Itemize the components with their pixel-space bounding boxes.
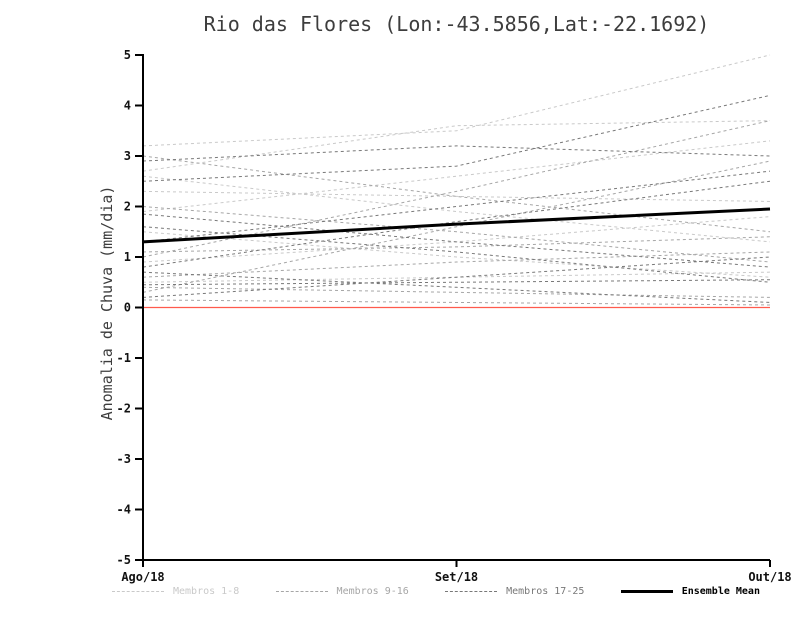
dashed-line-sample-icon (445, 591, 498, 592)
svg-text:-5: -5 (117, 553, 131, 567)
svg-text:-4: -4 (117, 503, 131, 517)
svg-text:2: 2 (124, 200, 131, 214)
svg-text:0: 0 (124, 301, 131, 315)
legend-item-membros-1-8: Membros 1-8 (112, 586, 239, 597)
svg-text:4: 4 (124, 99, 131, 113)
svg-text:-2: -2 (117, 402, 131, 416)
svg-text:5: 5 (124, 48, 131, 62)
svg-text:3: 3 (124, 149, 131, 163)
chart-title: Rio das Flores (Lon:-43.5856,Lat:-22.169… (203, 12, 710, 36)
svg-text:Set/18: Set/18 (435, 570, 478, 584)
legend-label-membros-9-16: Membros 9-16 (336, 586, 409, 597)
legend-item-membros-17-25: Membros 17-25 (445, 586, 584, 597)
svg-text:-1: -1 (117, 351, 131, 365)
svg-text:Out/18: Out/18 (748, 570, 791, 584)
legend-label-membros-1-8: Membros 1-8 (173, 586, 240, 597)
dashed-line-sample-icon (112, 591, 164, 592)
legend-item-ensemble-mean: Ensemble Mean (620, 586, 760, 597)
dashed-line-sample-icon (275, 591, 328, 592)
svg-text:1: 1 (124, 250, 131, 264)
legend-label-ensemble-mean: Ensemble Mean (681, 586, 760, 597)
chart-legend: Membros 1-8 Membros 9-16 Membros 17-25 E… (112, 586, 760, 597)
legend-item-membros-9-16: Membros 9-16 (275, 586, 409, 597)
svg-text:Ago/18: Ago/18 (121, 570, 164, 584)
svg-text:-3: -3 (117, 452, 131, 466)
solid-line-sample-icon (620, 590, 673, 593)
legend-label-membros-17-25: Membros 17-25 (506, 586, 585, 597)
